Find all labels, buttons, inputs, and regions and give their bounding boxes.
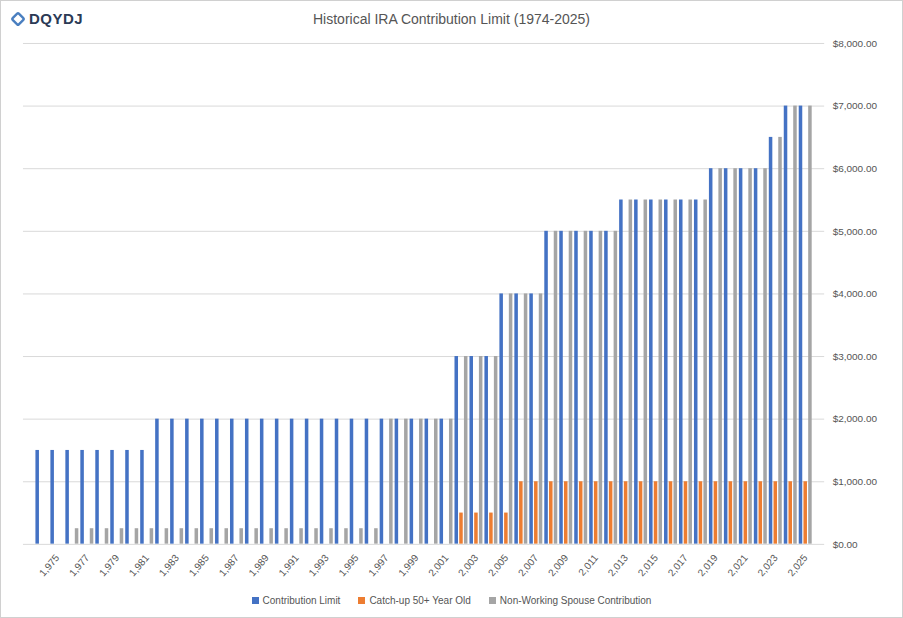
svg-text:1,999: 1,999 (396, 552, 421, 579)
svg-text:$2,000.00: $2,000.00 (833, 413, 878, 424)
svg-text:1,991: 1,991 (276, 552, 301, 579)
svg-text:2,017: 2,017 (665, 552, 690, 579)
html-text:Non-Working Spouse Contributio: Non-Working Spouse Contribution (499, 595, 652, 606)
svg-text:1,995: 1,995 (336, 552, 361, 579)
svg-text:2,023: 2,023 (755, 552, 780, 579)
html-text:Catch-up 50+ Year Old: Catch-up 50+ Year Old (369, 595, 471, 606)
svg-text:$8,000.00: $8,000.00 (833, 38, 878, 49)
svg-text:1,979: 1,979 (97, 552, 122, 579)
html-text:Contribution Limit: Contribution Limit (262, 595, 341, 606)
html-text:Historical IRA Contribution Li: Historical IRA Contribution Limit (1974-… (313, 11, 590, 27)
svg-text:$4,000.00: $4,000.00 (833, 288, 878, 299)
svg-text:1,987: 1,987 (216, 552, 241, 579)
svg-text:2,001: 2,001 (426, 552, 451, 579)
svg-text:1,997: 1,997 (366, 552, 391, 579)
svg-text:1,977: 1,977 (67, 552, 92, 579)
svg-text:$0.00: $0.00 (833, 539, 858, 550)
svg-text:2,003: 2,003 (456, 552, 481, 579)
svg-text:2,013: 2,013 (606, 552, 631, 579)
html-text:DQYDJ: DQYDJ (29, 10, 84, 27)
svg-text:1,993: 1,993 (306, 552, 331, 579)
svg-text:$3,000.00: $3,000.00 (833, 351, 878, 362)
svg-text:2,015: 2,015 (636, 552, 661, 579)
svg-text:1,983: 1,983 (157, 552, 182, 579)
svg-text:1,989: 1,989 (246, 552, 271, 579)
svg-text:1,985: 1,985 (187, 552, 212, 579)
svg-text:$6,000.00: $6,000.00 (833, 163, 878, 174)
svg-text:2,019: 2,019 (695, 552, 720, 579)
svg-text:2,007: 2,007 (516, 552, 541, 579)
svg-text:2,025: 2,025 (785, 552, 810, 579)
svg-text:$5,000.00: $5,000.00 (833, 226, 878, 237)
svg-text:2,005: 2,005 (486, 552, 511, 579)
svg-text:1,981: 1,981 (127, 552, 152, 579)
svg-text:2,011: 2,011 (576, 552, 600, 578)
svg-text:1,975: 1,975 (37, 552, 62, 579)
svg-text:$7,000.00: $7,000.00 (833, 100, 878, 111)
svg-text:2,021: 2,021 (725, 552, 750, 579)
svg-text:2,009: 2,009 (546, 552, 571, 579)
svg-text:$1,000.00: $1,000.00 (833, 476, 878, 487)
